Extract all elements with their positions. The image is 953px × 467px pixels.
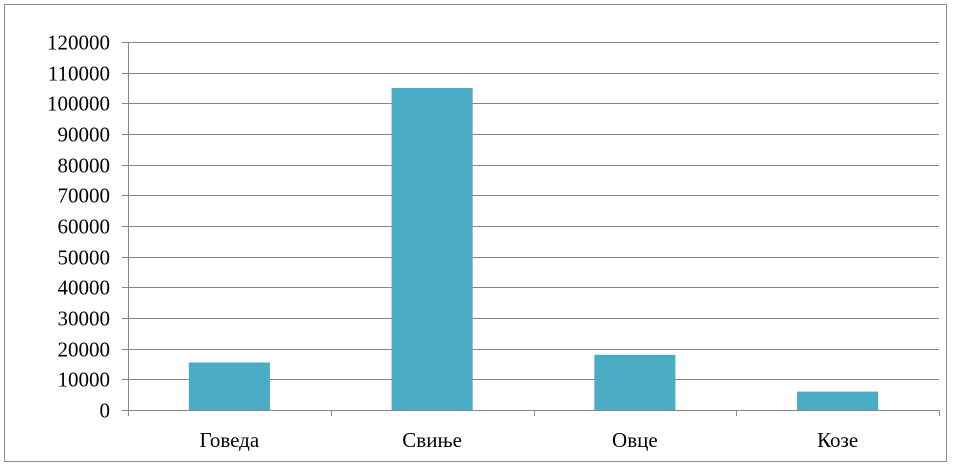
bar-3 [594,354,676,410]
y-tick-label: 0 [100,399,111,423]
bar-2 [391,88,473,410]
y-tick-label: 30000 [58,307,111,331]
x-tick-label: Свиње [402,428,462,452]
x-tick-label: Овце [612,428,658,452]
y-tick-label: 100000 [47,92,110,116]
y-tick-label: 60000 [58,215,111,239]
gridlines [128,42,939,380]
y-tick-label: 10000 [58,368,111,392]
y-tick-label: 20000 [58,338,111,362]
y-tick-label: 90000 [58,123,111,147]
y-tick-label: 40000 [58,276,111,300]
y-tick-label: 50000 [58,246,111,270]
x-tick-label: Козе [817,428,858,452]
y-axis-tick-labels: 0 10000 20000 30000 40000 50000 60000 70000 8000… [47,31,110,423]
y-tick-label: 70000 [58,184,111,208]
y-tick-label: 120000 [47,31,110,55]
x-tick-label: Говеда [200,428,260,452]
y-tick-label: 110000 [48,62,110,86]
chart-frame [4,4,947,462]
bar-4 [797,391,879,410]
axes [122,42,940,416]
x-axis-tick-labels: Говеда Свиње Овце Козе [200,428,859,452]
bars [188,88,879,410]
y-tick-label: 80000 [58,154,111,178]
bar-1 [188,362,270,410]
